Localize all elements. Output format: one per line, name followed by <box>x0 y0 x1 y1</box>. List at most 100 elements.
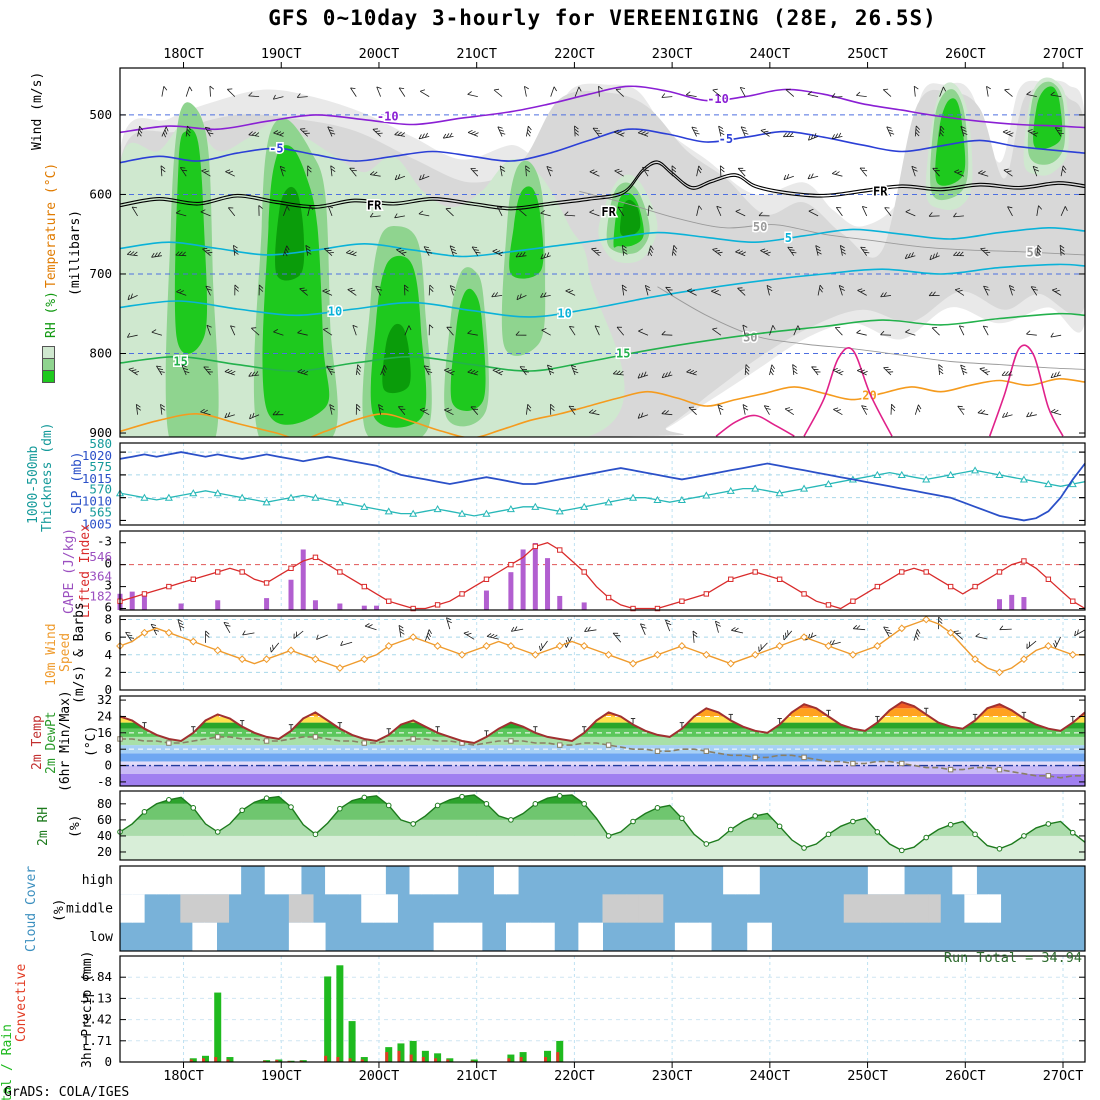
svg-text:0: 0 <box>104 758 112 773</box>
label-2m-dewpt: 2m DewPt <box>44 711 59 774</box>
svg-text:21OCT: 21OCT <box>456 1068 497 1084</box>
svg-text:6: 6 <box>104 600 112 615</box>
rh-colorbar-swatch-bright <box>42 370 55 383</box>
svg-text:24: 24 <box>97 708 112 723</box>
label-10m-wind-speed: Speed <box>58 632 73 672</box>
svg-text:8: 8 <box>104 612 112 627</box>
svg-text:27OCT: 27OCT <box>1043 1068 1084 1084</box>
svg-text:10: 10 <box>328 304 342 318</box>
svg-text:900: 900 <box>89 425 112 440</box>
svg-text:0: 0 <box>104 682 112 697</box>
svg-text:24OCT: 24OCT <box>750 46 791 62</box>
svg-text:0: 0 <box>104 556 112 571</box>
label-3hr-precip: 3hr Precip (mm) <box>80 950 95 1068</box>
svg-text:50: 50 <box>753 220 767 234</box>
svg-text:1005: 1005 <box>82 516 112 531</box>
svg-text:32: 32 <box>97 692 112 707</box>
svg-text:18OCT: 18OCT <box>163 46 204 62</box>
svg-text:4: 4 <box>104 647 112 662</box>
svg-text:6.84: 6.84 <box>82 969 112 984</box>
svg-text:600: 600 <box>89 186 112 201</box>
svg-text:30: 30 <box>743 331 757 345</box>
svg-text:23OCT: 23OCT <box>652 46 693 62</box>
svg-text:-5: -5 <box>269 141 283 155</box>
svg-text:182: 182 <box>89 588 112 603</box>
svg-text:23OCT: 23OCT <box>652 1068 693 1084</box>
label-2m-rh: 2m RH <box>36 806 51 846</box>
label-millibars-axis: (millibars) <box>68 209 83 296</box>
svg-text:20OCT: 20OCT <box>359 46 400 62</box>
svg-text:3: 3 <box>104 578 112 593</box>
svg-text:high: high <box>82 873 113 888</box>
svg-text:15: 15 <box>173 354 187 368</box>
svg-text:25OCT: 25OCT <box>847 1068 888 1084</box>
svg-text:16: 16 <box>97 725 112 740</box>
svg-text:middle: middle <box>66 902 113 917</box>
svg-text:565: 565 <box>89 504 112 519</box>
svg-text:5.13: 5.13 <box>82 990 112 1005</box>
svg-text:5: 5 <box>785 231 792 245</box>
svg-text:1010: 1010 <box>82 494 112 509</box>
svg-text:18OCT: 18OCT <box>163 1068 204 1084</box>
svg-text:3.42: 3.42 <box>82 1012 112 1027</box>
svg-text:8: 8 <box>104 741 112 756</box>
svg-text:1015: 1015 <box>82 471 112 486</box>
label-rh-axis: RH (%) <box>44 291 59 338</box>
svg-text:1020: 1020 <box>82 448 112 463</box>
svg-text:21OCT: 21OCT <box>456 46 497 62</box>
svg-text:80: 80 <box>97 796 112 811</box>
svg-text:19OCT: 19OCT <box>261 46 302 62</box>
label-10m-wind-units: (m/s) & Barbs <box>72 602 87 704</box>
label-degc: (°C) <box>84 725 99 757</box>
svg-text:24OCT: 24OCT <box>750 1068 791 1084</box>
run-total-text: Run Total = 34.94 <box>943 950 1082 966</box>
svg-text:-8: -8 <box>97 774 112 789</box>
label-2m-rh-pct: (%) <box>68 814 83 838</box>
svg-text:-5: -5 <box>719 132 733 146</box>
label-wind-axis: Wind (m/s) <box>30 71 45 150</box>
label-convective: Convective <box>14 963 29 1042</box>
label-2m-temp: 2m Temp <box>30 715 45 770</box>
label-cloud-cover: Cloud Cover <box>24 865 39 952</box>
svg-text:FR: FR <box>873 184 888 198</box>
svg-text:22OCT: 22OCT <box>554 1068 595 1084</box>
svg-text:-3: -3 <box>97 534 112 549</box>
label-cloud-pct: (%) <box>52 898 67 922</box>
svg-text:22OCT: 22OCT <box>554 46 595 62</box>
svg-text:-10: -10 <box>707 92 729 106</box>
svg-text:20OCT: 20OCT <box>359 1068 400 1084</box>
svg-text:FR: FR <box>601 205 616 219</box>
svg-text:546: 546 <box>89 549 112 564</box>
label-thickness-line2: Thickness (dm) <box>40 422 55 532</box>
svg-text:10: 10 <box>557 307 571 321</box>
svg-text:50: 50 <box>1026 246 1040 260</box>
grads-credit: GrADS: COLA/IGES <box>4 1085 130 1100</box>
svg-text:60: 60 <box>97 812 112 827</box>
svg-text:27OCT: 27OCT <box>1043 46 1084 62</box>
svg-text:25OCT: 25OCT <box>847 46 888 62</box>
svg-text:FR: FR <box>367 199 382 213</box>
svg-text:15: 15 <box>616 346 630 360</box>
label-temperature-axis: Temperature (°C) <box>44 162 59 288</box>
svg-text:low: low <box>90 930 114 945</box>
svg-text:20: 20 <box>97 844 112 859</box>
svg-text:26OCT: 26OCT <box>945 46 986 62</box>
svg-text:2: 2 <box>104 664 112 679</box>
svg-text:580: 580 <box>89 436 112 451</box>
label-minmax: (6hr Min/Max) <box>58 690 73 792</box>
label-cape-axis: CAPE (J/kg) <box>62 527 77 614</box>
svg-text:800: 800 <box>89 345 112 360</box>
label-10m-wind: 10m Wind <box>44 623 59 686</box>
label-slp-axis: SLP (mb) <box>70 451 85 514</box>
svg-text:-10: -10 <box>377 110 399 124</box>
svg-text:570: 570 <box>89 482 112 497</box>
svg-text:1.71: 1.71 <box>82 1033 112 1048</box>
svg-text:40: 40 <box>97 828 112 843</box>
svg-text:500: 500 <box>89 107 112 122</box>
svg-text:364: 364 <box>89 569 112 584</box>
svg-text:19OCT: 19OCT <box>261 1068 302 1084</box>
svg-text:6: 6 <box>104 629 112 644</box>
svg-text:700: 700 <box>89 266 112 281</box>
